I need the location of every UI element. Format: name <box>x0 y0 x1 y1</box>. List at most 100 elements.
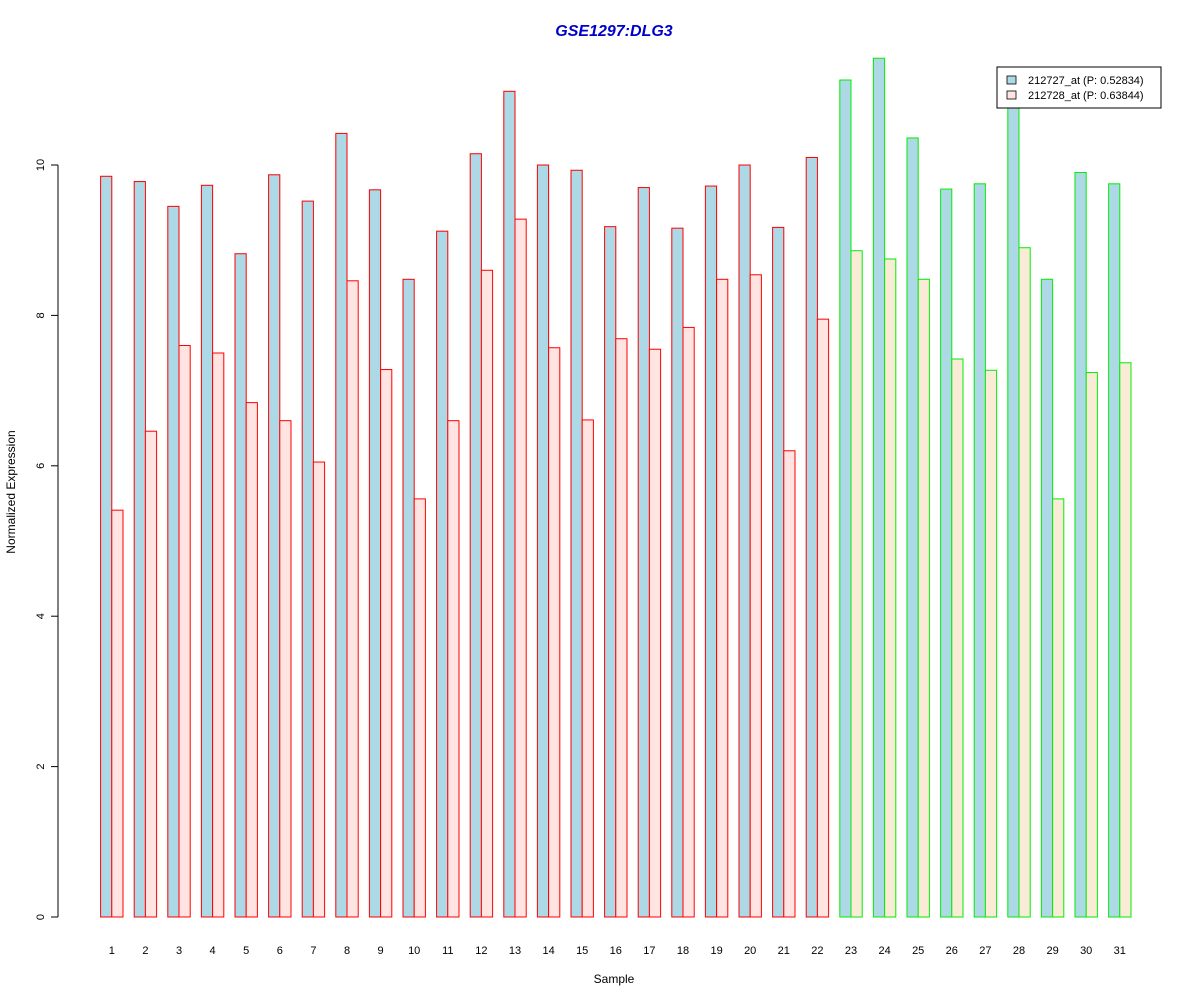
bar-212727-sample-30 <box>1074 172 1087 918</box>
bar-212728-sample-4 <box>212 352 225 918</box>
x-tick-labels: 1 2 3 4 5 6 7 8 9 10 11 12 13 14 15 16 17 18 19 20 21 22 23 24 2… <box>109 945 1126 957</box>
x-tick-label: 1 <box>109 945 115 957</box>
bar-212728-sample-5 <box>245 402 258 918</box>
bar-212727-sample-18 <box>671 227 684 918</box>
bar-212727-sample-25 <box>906 137 919 918</box>
x-tick-label: 31 <box>1114 945 1126 957</box>
bar-212728-sample-26 <box>951 358 964 918</box>
x-tick-label: 6 <box>277 945 283 957</box>
bar-212727-sample-26 <box>940 188 953 918</box>
x-tick-label: 14 <box>542 945 554 957</box>
bars-group <box>100 57 1132 918</box>
bar-212728-sample-3 <box>178 344 191 918</box>
legend-box <box>996 66 1162 109</box>
bar-212728-sample-10 <box>413 498 426 918</box>
bar-212727-sample-9 <box>368 189 382 918</box>
bar-212728-sample-1 <box>111 509 124 918</box>
x-tick-label: 17 <box>643 945 655 957</box>
bar-212727-sample-13 <box>503 90 516 918</box>
bar-212728-sample-19 <box>716 278 729 918</box>
x-tick-label: 9 <box>378 945 384 957</box>
bar-212728-sample-31 <box>1119 362 1132 918</box>
bar-212727-sample-4 <box>200 184 214 918</box>
bar-212728-sample-9 <box>380 369 393 918</box>
x-tick-label: 22 <box>811 945 823 957</box>
bar-212728-sample-22 <box>816 318 830 918</box>
bar-212728-sample-6 <box>279 420 292 918</box>
bar-212727-sample-27 <box>973 183 986 918</box>
bar-212727-sample-5 <box>234 253 247 918</box>
bar-212728-sample-11 <box>447 420 460 918</box>
bar-212728-sample-18 <box>682 326 695 918</box>
legend: 212727_at (P: 0.52834) 212728_at (P: 0.63… <box>996 66 1162 109</box>
x-tick-label: 19 <box>710 945 722 957</box>
bar-212728-sample-14 <box>548 347 561 918</box>
legend-swatch <box>1006 90 1017 100</box>
x-tick-label: 12 <box>475 945 487 957</box>
bar-212727-sample-10 <box>402 278 415 918</box>
x-tick-label: 24 <box>878 945 890 957</box>
bar-212727-sample-31 <box>1108 183 1121 918</box>
y-axis-label: Normalized Expression <box>4 430 18 553</box>
bar-212728-sample-24 <box>884 258 897 918</box>
bar-212728-sample-17 <box>648 348 662 918</box>
bar-212728-sample-23 <box>850 250 863 918</box>
bar-212727-sample-7 <box>301 200 314 918</box>
bar-212727-sample-16 <box>604 226 617 918</box>
bar-212728-sample-20 <box>749 274 762 918</box>
bar-212727-sample-14 <box>536 164 550 918</box>
x-tick-label: 16 <box>610 945 622 957</box>
bar-212727-sample-28 <box>1007 104 1020 918</box>
x-tick-label: 29 <box>1046 945 1058 957</box>
x-tick-label: 11 <box>442 945 453 957</box>
x-tick-label: 25 <box>912 945 924 957</box>
bar-212728-sample-15 <box>581 419 594 918</box>
bar-212728-sample-8 <box>346 280 359 918</box>
bar-212727-sample-3 <box>167 205 180 918</box>
x-tick-label: 15 <box>576 945 588 957</box>
x-tick-label: 5 <box>243 945 249 957</box>
x-tick-label: 21 <box>778 945 790 957</box>
x-tick-label: 18 <box>677 945 689 957</box>
x-tick-label: 7 <box>310 945 316 957</box>
x-tick-label: 28 <box>1013 945 1025 957</box>
bar-212727-sample-6 <box>268 174 281 918</box>
bar-212728-sample-12 <box>480 269 494 918</box>
y-tick-label: 0 <box>35 914 47 920</box>
x-tick-label: 26 <box>946 945 958 957</box>
x-tick-label: 3 <box>176 945 182 957</box>
bar-212727-sample-12 <box>469 153 482 918</box>
bar-212727-sample-1 <box>100 175 113 918</box>
bar-212728-sample-28 <box>1018 247 1031 918</box>
legend-entry: 212727_at (P: 0.52834) <box>1028 75 1144 87</box>
bar-212728-sample-27 <box>984 369 998 918</box>
x-tick-label: 10 <box>408 945 420 957</box>
x-tick-label: 2 <box>142 945 148 957</box>
bar-212727-sample-15 <box>570 169 583 918</box>
bar-212727-sample-19 <box>704 185 718 918</box>
bar-212727-sample-17 <box>637 187 650 918</box>
bar-212728-sample-16 <box>615 338 628 918</box>
bar-212727-sample-22 <box>805 156 818 918</box>
y-tick-label: 8 <box>35 312 47 318</box>
x-tick-label: 4 <box>210 945 216 957</box>
bar-212727-sample-2 <box>133 181 146 918</box>
bar-212727-sample-23 <box>839 79 852 918</box>
x-tick-label: 27 <box>979 945 991 957</box>
x-tick-label: 23 <box>845 945 857 957</box>
bar-212727-sample-24 <box>872 57 886 918</box>
bar-212728-sample-30 <box>1085 372 1098 918</box>
y-tick-label: 2 <box>35 764 47 770</box>
legend-entry: 212728_at (P: 0.63844) <box>1028 90 1144 102</box>
bar-212728-sample-29 <box>1052 498 1065 918</box>
y-tick-label: 6 <box>35 463 47 469</box>
bar-212728-sample-2 <box>144 430 158 918</box>
y-tick-label: 4 <box>35 613 47 619</box>
bar-212728-sample-13 <box>514 218 527 918</box>
x-tick-label: 8 <box>344 945 350 957</box>
x-axis-label: Sample <box>594 972 635 986</box>
chart-title: GSE1297:DLG3 <box>555 23 672 40</box>
legend-swatch <box>1006 75 1017 85</box>
bar-212728-sample-25 <box>917 278 930 918</box>
bar-212728-sample-21 <box>783 450 796 918</box>
